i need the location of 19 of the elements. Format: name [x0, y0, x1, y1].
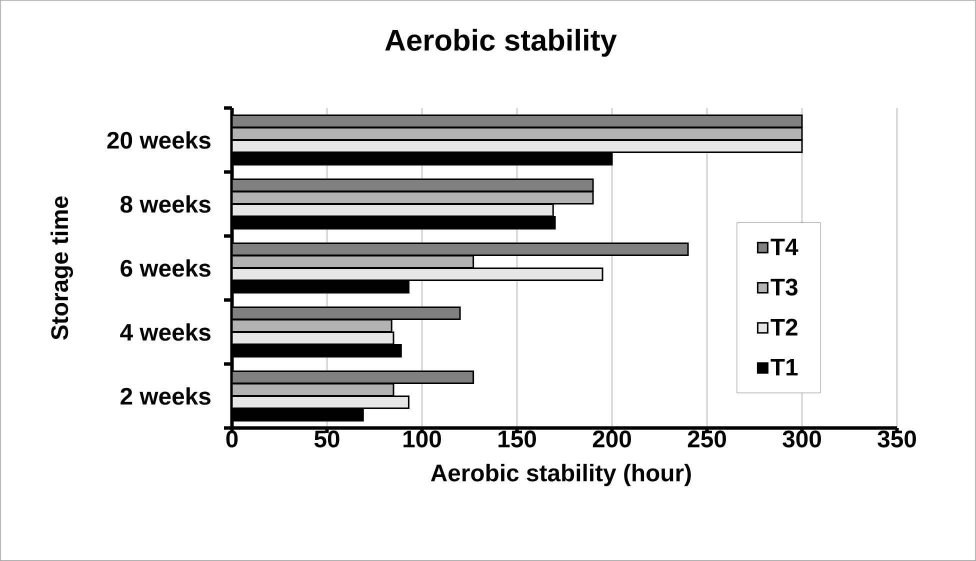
y-axis-title: Storage time	[50, 196, 73, 340]
y-tick-label: 8 weeks	[120, 195, 210, 213]
x-tick-label: 100	[404, 430, 441, 448]
x-tick-label: 250	[688, 430, 726, 448]
y-tick-label: 2 weeks	[120, 387, 210, 405]
legend-label: T3	[770, 278, 798, 296]
y-tick-label: 6 weeks	[120, 259, 210, 277]
y-tick-label: 20 weeks	[107, 131, 210, 149]
x-axis-title: Aerobic stability (hour)	[430, 464, 691, 486]
legend-label: T2	[770, 318, 798, 336]
x-tick-label: 150	[498, 430, 536, 448]
x-tick-label: 50	[314, 430, 340, 448]
legend-label: T4	[770, 238, 798, 256]
legend-label: T1	[770, 358, 798, 376]
x-tick-label: 300	[782, 430, 821, 448]
y-tick-label: 4 weeks	[120, 323, 210, 341]
x-tick-label: 200	[592, 430, 631, 448]
chart-title: Aerobic stability	[385, 28, 617, 57]
x-tick-label: 350	[878, 430, 916, 448]
